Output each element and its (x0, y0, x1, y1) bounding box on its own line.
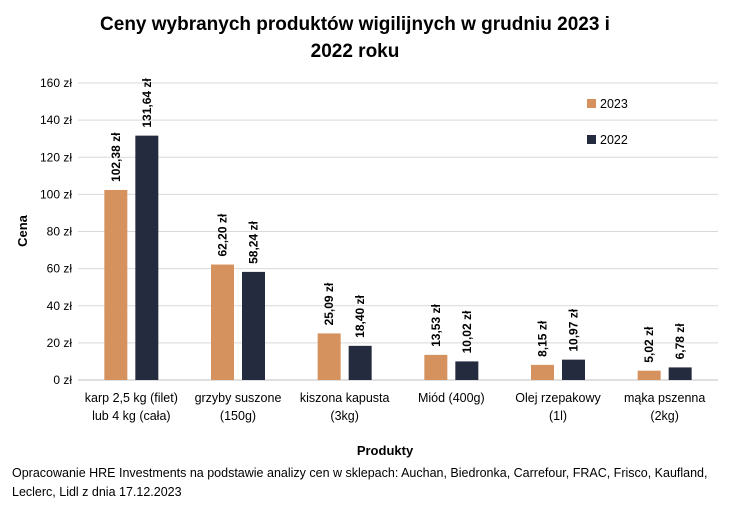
legend-swatch (587, 135, 596, 144)
legend: 2023 2022 (587, 97, 628, 147)
data-label: 102,38 zł (109, 132, 123, 182)
y-tick-label: 100 zł (40, 187, 72, 201)
x-tick-label: (3kg) (330, 409, 358, 423)
x-tick-label: Miód (400g) (418, 391, 485, 405)
data-labels: 102,38 zł 131,64 zł 62,20 zł 58,24 zł 25,09 … (109, 78, 687, 363)
legend-label: 2022 (600, 133, 628, 147)
chart-title: Ceny wybranych produktów wigilijnych w g… (100, 14, 610, 62)
y-tick-label: 60 zł (47, 262, 73, 276)
bar-chart: Ceny wybranych produktów wigilijnych w g… (15, 14, 718, 458)
data-label: 10,97 zł (567, 308, 581, 351)
x-tick-label: Olej rzepakowy (515, 391, 601, 405)
y-tick-label: 120 zł (40, 150, 72, 164)
bar-2022 (668, 367, 692, 380)
y-tick-label: 0 zł (53, 373, 72, 387)
bar-2023 (637, 370, 661, 380)
x-tick-label: kiszona kapusta (300, 391, 390, 405)
x-axis-title: Produkty (357, 443, 414, 458)
gridlines (78, 82, 718, 381)
x-axis-categories: karp 2,5 kg (filet) lub 4 kg (cała) grzyby… (85, 391, 706, 423)
bar-2023 (317, 333, 341, 380)
y-tick-label: 160 zł (40, 76, 72, 90)
y-tick-label: 40 zł (47, 299, 73, 313)
y-axis-title: Cena (15, 214, 30, 247)
data-label: 8,15 zł (536, 320, 550, 357)
data-label: 5,02 zł (642, 326, 656, 363)
x-tick-label: (150g) (220, 409, 256, 423)
y-tick-label: 20 zł (47, 336, 73, 350)
bar-2022 (348, 345, 372, 380)
x-tick-label: karp 2,5 kg (filet) (85, 391, 178, 405)
data-label: 10,02 zł (460, 310, 474, 353)
bar-2023 (211, 264, 234, 380)
legend-swatch (587, 99, 596, 108)
source-note: Opracowanie HRE Investments na podstawie… (12, 466, 708, 499)
y-tick-label: 80 zł (47, 225, 73, 239)
data-label: 13,53 zł (429, 304, 443, 347)
data-label: 25,09 zł (322, 282, 336, 325)
bar-2023 (104, 189, 128, 380)
x-tick-label: mąka pszenna (624, 391, 705, 405)
legend-label: 2023 (600, 97, 628, 111)
data-label: 131,64 zł (140, 78, 154, 128)
bar-2023 (531, 364, 554, 380)
bar-2022 (455, 361, 479, 380)
y-tick-label: 140 zł (40, 113, 72, 127)
data-label: 18,40 zł (353, 294, 367, 337)
x-tick-label: (1l) (549, 409, 567, 423)
chart-title-line: 2022 roku (311, 41, 400, 62)
bars (104, 135, 692, 380)
bar-2022 (242, 271, 265, 380)
bar-2023 (424, 354, 448, 380)
chart-title-line: Ceny wybranych produktów wigilijnych w g… (100, 14, 610, 35)
x-tick-label: lub 4 kg (cała) (92, 409, 171, 423)
bar-2022 (135, 135, 159, 380)
bar-2022 (562, 359, 585, 380)
data-label: 6,78 zł (673, 323, 687, 360)
y-axis-ticks: 0 zł 20 zł 40 zł 60 zł 80 zł 100 zł 120 zł 140 … (40, 76, 72, 387)
data-label: 58,24 zł (247, 221, 261, 264)
x-tick-label: (2kg) (650, 409, 678, 423)
x-tick-label: grzyby suszone (195, 391, 282, 405)
data-label: 62,20 zł (216, 213, 230, 256)
